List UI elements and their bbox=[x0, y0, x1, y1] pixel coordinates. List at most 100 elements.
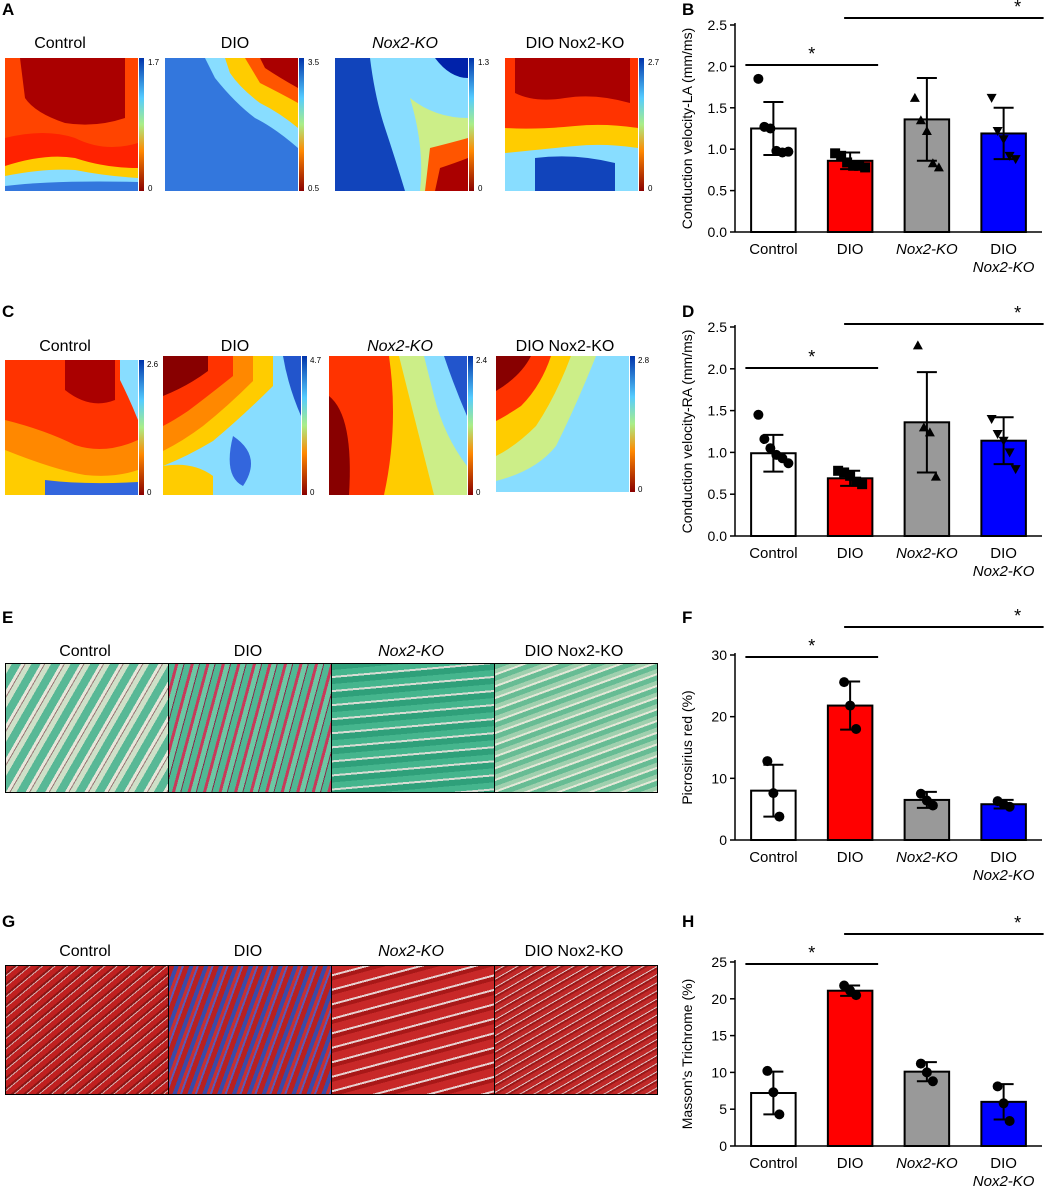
bar bbox=[903, 1070, 951, 1147]
micrograph-g-nox2ko bbox=[332, 966, 495, 1094]
y-tick-label: 0.5 bbox=[708, 183, 728, 199]
data-point bbox=[768, 788, 779, 799]
y-tick-label: 2.5 bbox=[708, 17, 728, 33]
x-tick-label: Nox2-KO bbox=[896, 545, 958, 562]
significance-star: * bbox=[808, 636, 815, 656]
y-tick-label: 0 bbox=[719, 832, 727, 848]
y-axis-label: Masson's Trichrome (%) bbox=[679, 979, 695, 1129]
data-point bbox=[992, 126, 1003, 136]
y-axis-label: Conduction velocity-RA (mm/ms) bbox=[679, 330, 695, 534]
y-tick-label: 30 bbox=[711, 647, 727, 663]
micrograph-g-dio bbox=[169, 966, 332, 1094]
map-title-c-control: Control bbox=[39, 338, 91, 355]
chart-d: 0.0 0.5 1.0 1.5 2.0 2.5 Conduction velocity-RA… bbox=[679, 303, 1044, 580]
data-point bbox=[915, 1058, 926, 1069]
scale-a0-tick: 0 bbox=[148, 184, 153, 193]
map-title-c-dio: DIO bbox=[220, 338, 250, 355]
data-point bbox=[912, 340, 923, 350]
micrograph-strip-e bbox=[5, 663, 658, 793]
scale-c3-tick: 0 bbox=[638, 485, 643, 494]
bar bbox=[903, 118, 951, 233]
data-point bbox=[783, 146, 794, 157]
y-tick-label: 1.5 bbox=[708, 100, 728, 116]
y-tick-label: 1.0 bbox=[708, 444, 728, 460]
y-tick-label: 2.0 bbox=[708, 58, 728, 74]
micro-title-g-nox2ko: Nox2-KO bbox=[378, 943, 444, 960]
map-a-dio: 3.5 0.5 bbox=[165, 58, 320, 193]
data-point bbox=[851, 990, 862, 1001]
map-title-a-dio: DIO bbox=[220, 35, 250, 52]
map-title-a-dio-nox2ko: DIO Nox2-KO bbox=[525, 35, 625, 52]
data-point bbox=[762, 756, 773, 767]
scale-c1-tick: 0 bbox=[310, 488, 315, 497]
data-point bbox=[992, 1081, 1003, 1092]
significance-star: * bbox=[1014, 0, 1021, 17]
scale-c2-tick: 2.4 bbox=[476, 356, 488, 365]
panel-label-e: E bbox=[2, 608, 14, 627]
micrograph-e-dio-nox2ko bbox=[495, 664, 657, 792]
scale-a2-tick: 1.3 bbox=[478, 58, 490, 67]
map-a-control: 1.7 0 bbox=[5, 58, 160, 193]
micrograph-e-control bbox=[6, 664, 169, 792]
data-point bbox=[768, 1087, 779, 1098]
data-point bbox=[924, 427, 935, 437]
data-point bbox=[854, 160, 865, 171]
x-tick-label: Nox2-KO bbox=[896, 241, 958, 258]
data-point bbox=[1004, 151, 1015, 161]
data-point bbox=[839, 677, 850, 688]
y-tick-label: 10 bbox=[711, 770, 727, 786]
micrograph-strip-g bbox=[5, 965, 658, 1095]
data-point bbox=[753, 409, 764, 420]
map-c-nox2ko: 2.4 0 bbox=[329, 356, 488, 497]
data-point bbox=[1004, 1115, 1015, 1126]
chart-h: 0 5 10 15 20 25 Masson's Trichrome (%) Control D… bbox=[679, 913, 1044, 1190]
data-point bbox=[765, 123, 776, 134]
micro-title-e-dio: DIO bbox=[233, 643, 263, 660]
data-point bbox=[1010, 155, 1021, 165]
y-tick-label: 15 bbox=[711, 1028, 727, 1044]
micrograph-g-dio-nox2ko bbox=[495, 966, 657, 1094]
y-tick-label: 20 bbox=[711, 991, 727, 1007]
map-title-c-nox2ko: Nox2-KO bbox=[367, 338, 433, 355]
data-point bbox=[848, 160, 859, 171]
data-point bbox=[1010, 465, 1021, 475]
data-point bbox=[842, 157, 853, 168]
micro-title-e-dio-nox2ko: DIO Nox2-KO bbox=[524, 643, 624, 660]
data-point bbox=[921, 125, 932, 135]
data-point bbox=[915, 788, 926, 799]
significance-star: * bbox=[808, 943, 815, 963]
data-point bbox=[927, 1076, 938, 1087]
data-point bbox=[753, 73, 764, 84]
data-point bbox=[830, 148, 841, 159]
map-a-nox2ko: 1.3 0 bbox=[335, 58, 490, 193]
data-point bbox=[986, 93, 997, 103]
x-tick-label: DIO bbox=[990, 545, 1017, 562]
scale-a1-tick: 3.5 bbox=[308, 58, 320, 67]
data-point bbox=[918, 422, 929, 432]
chart-b: 0.0 0.5 1.0 1.5 2.0 2.5 Conduction velocity-LA… bbox=[679, 0, 1044, 276]
significance-star: * bbox=[1014, 606, 1021, 626]
data-point bbox=[998, 135, 1009, 145]
data-point bbox=[860, 162, 871, 173]
x-tick-label: Control bbox=[749, 545, 797, 562]
data-point bbox=[921, 1067, 932, 1078]
data-point bbox=[927, 800, 938, 811]
data-point bbox=[839, 467, 850, 478]
y-tick-label: 1.0 bbox=[708, 141, 728, 157]
micro-title-e-control: Control bbox=[59, 643, 111, 660]
data-point bbox=[933, 162, 944, 172]
y-tick-label: 2.5 bbox=[708, 319, 728, 335]
data-point bbox=[774, 811, 785, 822]
data-point bbox=[857, 479, 868, 490]
data-point bbox=[998, 1098, 1009, 1109]
scale-a0-tick: 1.7 bbox=[148, 58, 160, 67]
scale-c0-tick: 0 bbox=[147, 488, 152, 497]
significance-star: * bbox=[808, 347, 815, 367]
bar bbox=[826, 989, 874, 1148]
x-tick-label: DIO bbox=[837, 1155, 864, 1172]
scale-c1-tick: 4.7 bbox=[310, 356, 322, 365]
scale-c3-tick: 2.8 bbox=[638, 356, 650, 365]
significance-star: * bbox=[1014, 913, 1021, 933]
y-tick-label: 0.0 bbox=[708, 224, 728, 240]
data-point bbox=[759, 434, 770, 445]
